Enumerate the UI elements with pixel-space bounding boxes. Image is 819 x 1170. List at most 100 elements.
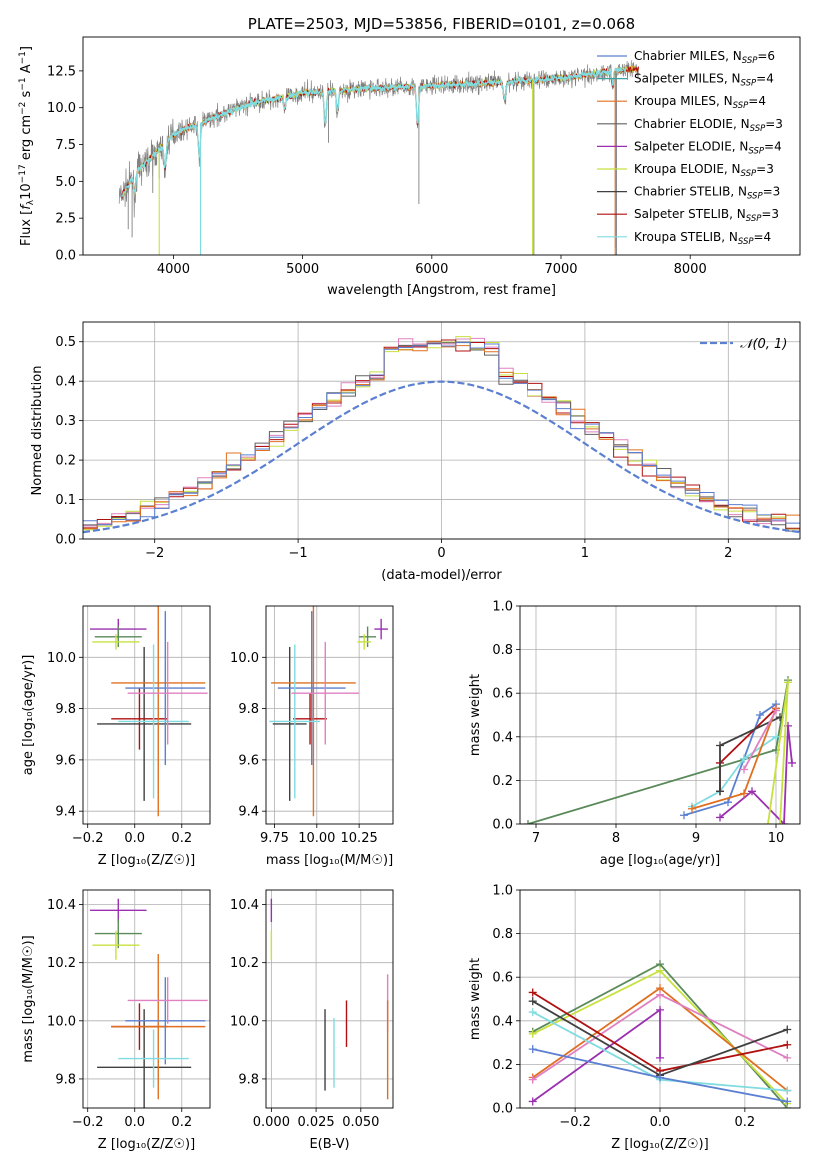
y-tick-label: 0.0 [492,1102,513,1117]
weight-marker [772,732,780,741]
x-tick-label: 0.2 [171,831,192,846]
data-point-errorbar [111,688,168,750]
weight_vs_z-plot-area [528,960,792,1108]
x-tick-label: 0.025 [297,1115,334,1130]
mass_vs_z-xlabel: Z [log₁₀(Z/Z☉)] [98,1137,195,1152]
weight-marker [656,1005,664,1014]
weight_vs_age-ylabel: mass weight [468,674,483,756]
legend-label: Kroupa MILES, NSSP=4 [634,94,766,111]
residuals-legend: 𝒩(0, 1) [700,337,787,352]
data-point-errorbar [125,611,206,766]
x-tick-label: −0.2 [72,831,104,846]
residual-histogram-chabrier_miles [83,342,800,526]
residuals-frame [82,321,801,540]
age_vs_z-axes: −0.2 0.0 0.2 9.4 9.6 9.8 10.0 [47,606,210,846]
age_vs_z-xlabel: Z [log₁₀(Z/Z☉)] [98,853,195,868]
residuals-axes: −2 −1 0 1 2 0.0 0.1 0.2 0.3 0.4 0.5 [55,322,800,561]
normal-distribution-line [83,380,800,534]
y-tick-label: 1.0 [492,884,513,899]
data-point-errorbar [277,611,346,766]
y-tick-label: 2.5 [55,212,76,227]
weight-marker [524,820,532,824]
x-tick-label: −0.2 [72,1115,104,1130]
data-point-errorbar [291,641,360,745]
x-tick-label: 10.00 [298,831,335,846]
x-tick-label: 1 [581,546,589,561]
legend-label: Kroupa ELODIE, NSSP=3 [634,162,774,179]
y-tick-label: 10.0 [230,1014,259,1029]
y-tick-label: 0.0 [55,249,76,264]
x-tick-label: 4000 [157,262,190,277]
legend-label: Kroupa STELIB, NSSP=4 [634,230,771,247]
y-tick-label: 10.2 [230,956,259,971]
spectrum-xlabel: wavelength [Angstrom, rest frame] [327,283,556,298]
y-tick-label: 12.5 [47,64,76,79]
x-tick-label: 10 [768,831,785,846]
mass_vs_z-frame [82,889,211,1109]
weight-marker [783,1053,792,1062]
weight-series-kroupa_miles [691,708,777,810]
y-tick-label: 10.0 [230,651,259,666]
weight-marker [528,997,537,1006]
y-tick-label: 5.0 [55,175,76,190]
weight-marker [783,1097,792,1106]
y-tick-label: 9.8 [238,702,259,717]
y-tick-label: 10.0 [47,651,76,666]
y-tick-label: 0.2 [492,1058,513,1073]
y-tick-label: 7.5 [55,138,76,153]
age_vs_z-plot-area [90,606,208,817]
mass_vs_ebv-xlabel: E(B-V) [309,1137,349,1152]
weight-marker [724,798,732,807]
weight-marker [680,811,688,820]
data-point-errorbar [127,641,208,745]
y-tick-label: 0.1 [55,493,76,508]
age_vs_mass-plot-area [269,606,388,817]
y-tick-label: 10.4 [230,898,259,913]
weight-marker [528,988,537,997]
x-tick-label: 10.25 [341,831,378,846]
data-point-errorbar [271,606,356,817]
spectrum-axes: 4000 5000 6000 7000 8000 0.0 2.5 5.0 7.5 10.0 12.5 [47,64,707,277]
weight-marker [528,1075,537,1084]
weight_vs_z-ylabel: mass weight [468,958,483,1040]
weight-marker [528,1029,537,1038]
weight-series-salpeter_elodie [719,725,793,824]
mass_vs_ebv-axes: 0.000 0.025 0.050 9.8 10.0 10.2 10.4 [230,890,393,1130]
spectrum-frame [82,36,801,256]
weight-marker [716,813,724,822]
x-tick-label: 9.75 [260,831,289,846]
y-tick-label: 9.4 [238,805,259,820]
legend-label: Chabrier ELODIE, NSSP=3 [634,117,783,134]
weight-marker [656,990,664,999]
data-point-errorbar [125,977,206,1065]
spectrum-title: PLATE=2503, MJD=53856, FIBERID=0101, z=0… [248,15,635,33]
x-tick-label: 0.2 [735,1115,756,1130]
y-tick-label: 10.2 [47,956,76,971]
weight-marker [783,1040,792,1049]
weight-marker [764,820,772,824]
spectrum-plot-area [118,60,639,255]
observed-spectrum-line [118,60,639,218]
y-tick-label: 1.0 [492,600,513,615]
weight-marker [740,754,748,763]
x-tick-label: −2 [145,546,164,561]
data-point-errorbar [90,898,147,922]
mass_vs_z-ylabel: mass [log₁₀(M/M☉)] [21,935,36,1062]
weight-marker [776,820,784,824]
data-point-errorbar [97,647,192,801]
y-tick-label: 0.2 [492,774,513,789]
age_vs_mass-xlabel: mass [log₁₀(M/M☉)] [266,853,393,868]
weight-marker [716,787,724,796]
weight-marker [780,820,788,824]
data-point-errorbar [94,919,142,949]
y-tick-label: 0.6 [492,971,513,986]
weight-marker [740,789,748,798]
x-tick-label: 7000 [544,262,577,277]
age_vs_z-ylabel: age [log₁₀(age/yr)] [21,655,36,776]
mass_vs_ebv-frame [265,889,394,1109]
x-tick-label: 0.2 [171,1115,192,1130]
x-tick-label: 0.0 [124,831,145,846]
x-tick-label: 5000 [286,262,319,277]
data-point-errorbar [293,693,327,745]
